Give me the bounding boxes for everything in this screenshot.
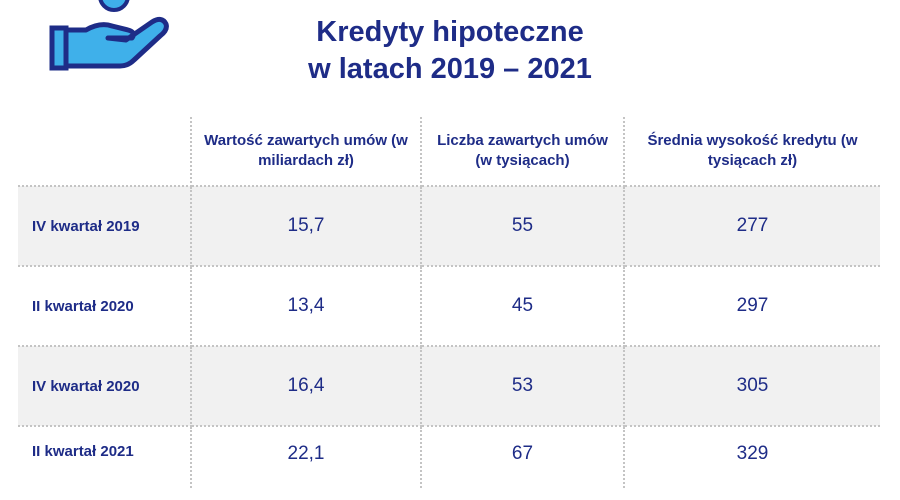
page-title: Kredyty hipoteczne w latach 2019 – 2021 [250,14,650,88]
sleeve-shape [49,25,69,71]
header-cell-empty [18,117,192,187]
cell-value: 15,7 [191,186,422,267]
cell-average: 305 [624,346,880,427]
cell-count: 67 [421,426,625,488]
row-label: II kwartał 2021 [18,426,192,488]
cell-value: 13,4 [191,266,422,347]
header-cell-average: Średnia wysokość kredytu (w tysiącach zł… [624,117,880,187]
cell-count: 55 [421,186,625,267]
header-cell-count: Liczba zawartych umów (w tysiącach) [421,117,625,187]
row-label: IV kwartał 2020 [18,346,192,427]
header-cell-value: Wartość zawartych umów (w miliardach zł) [191,117,422,187]
hand-shape [63,16,169,69]
cell-average: 329 [736,443,769,464]
cell-average: 277 [624,186,880,267]
cell-value: 16,4 [191,346,422,427]
cell-count: 53 [421,346,625,427]
table-header: Wartość zawartych umów (w miliardach zł)… [18,117,880,187]
hand-holding-coin-icon [49,0,169,71]
title-line-1: Kredyty hipoteczne [316,16,584,48]
row-label: IV kwartał 2019 [18,186,192,267]
cell-average: 297 [624,266,880,347]
table-row: II kwartał 2021 22,1 67 329 [18,426,880,488]
mortgage-table: Wartość zawartych umów (w miliardach zł)… [18,117,880,488]
row-label: II kwartał 2020 [18,266,192,347]
cell-count: 45 [421,266,625,347]
title-line-2: w latach 2019 – 2021 [308,53,592,85]
header-row: Wartość zawartych umów (w miliardach zł)… [18,117,880,187]
coin-shape [98,0,130,12]
cell-value: 22,1 [191,426,422,488]
table-row: II kwartał 2020 13,4 45 297 [18,266,880,347]
table-row: IV kwartał 2019 15,7 55 277 [18,186,880,267]
table-row: IV kwartał 2020 16,4 53 305 [18,346,880,427]
table-body: IV kwartał 2019 15,7 55 277 II kwartał 2… [18,186,880,488]
